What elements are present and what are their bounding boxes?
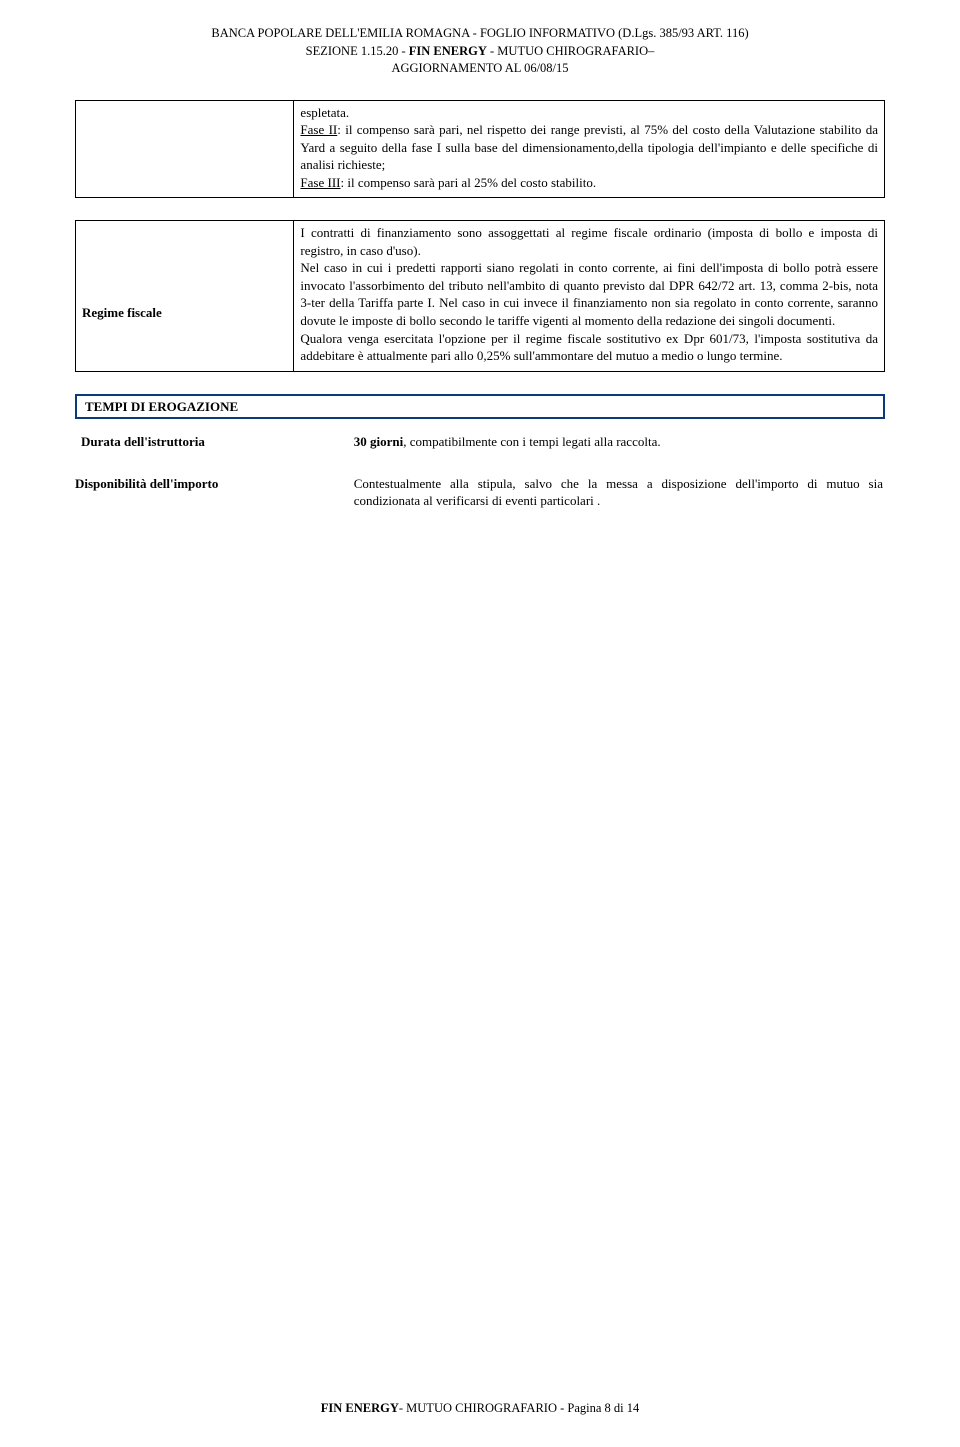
cell-left-regime: Regime fiscale (76, 221, 294, 371)
footer-bold: FIN ENERGY (321, 1401, 399, 1415)
cell-left-empty (76, 100, 294, 198)
header-suffix: - MUTUO CHIROGRAFARIO– (487, 44, 654, 58)
regime-p1: I contratti di finanziamento sono assogg… (300, 224, 878, 259)
cell-right-regime: I contratti di finanziamento sono assogg… (294, 221, 885, 371)
box-regime-fiscale: Regime fiscale I contratti di finanziame… (75, 220, 885, 371)
regime-p2: Nel caso in cui i predetti rapporti sian… (300, 259, 878, 329)
box-espletata: espletata. Fase II: il compenso sarà par… (75, 100, 885, 199)
durata-label-wrap: Durata dell'istruttoria (75, 433, 328, 465)
fase2-text: : il compenso sarà pari, nel rispetto de… (300, 122, 878, 172)
table-row: Regime fiscale I contratti di finanziame… (76, 221, 885, 371)
durata-content: 30 giorni, compatibilmente con i tempi l… (348, 433, 885, 451)
cell-right-espletata: espletata. Fase II: il compenso sarà par… (294, 100, 885, 198)
row-disponibilita: Disponibilità dell'importo Contestualmen… (75, 475, 885, 524)
header-line-2: SEZIONE 1.15.20 - FIN ENERGY - MUTUO CHI… (75, 43, 885, 61)
fase3-text: : il compenso sarà pari al 25% del costo… (341, 175, 597, 190)
fase2-paragraph: Fase II: il compenso sarà pari, nel risp… (300, 121, 878, 174)
regime-label: Regime fiscale (82, 224, 287, 322)
regime-p3: Qualora venga esercitata l'opzione per i… (300, 330, 878, 365)
durata-bold: 30 giorni (354, 434, 403, 449)
fase3-paragraph: Fase III: il compenso sarà pari al 25% d… (300, 174, 878, 192)
header-bold: FIN ENERGY (409, 44, 487, 58)
page-header: BANCA POPOLARE DELL'EMILIA ROMAGNA - FOG… (75, 25, 885, 78)
page-footer: FIN ENERGY- MUTUO CHIROGRAFARIO - Pagina… (0, 1400, 960, 1417)
intro-text: espletata. (300, 104, 878, 122)
row-durata: Durata dell'istruttoria 30 giorni, compa… (75, 433, 885, 465)
disp-label: Disponibilità dell'importo (75, 475, 328, 493)
table-row: espletata. Fase II: il compenso sarà par… (76, 100, 885, 198)
durata-label: Durata dell'istruttoria (75, 433, 328, 451)
page-container: BANCA POPOLARE DELL'EMILIA ROMAGNA - FOG… (0, 0, 960, 1447)
section-header-tempi: TEMPI DI EROGAZIONE (75, 394, 885, 420)
footer-text: - MUTUO CHIROGRAFARIO - Pagina 8 di 14 (399, 1401, 639, 1415)
disp-label-wrap: Disponibilità dell'importo (75, 475, 328, 524)
header-line-1: BANCA POPOLARE DELL'EMILIA ROMAGNA - FOG… (75, 25, 885, 43)
disp-content: Contestualmente alla stipula, salvo che … (348, 475, 885, 510)
header-line-3: AGGIORNAMENTO AL 06/08/15 (75, 60, 885, 78)
fase3-label: Fase III (300, 175, 340, 190)
fase2-label: Fase II (300, 122, 337, 137)
header-prefix: SEZIONE 1.15.20 - (306, 44, 409, 58)
durata-text: , compatibilmente con i tempi legati all… (403, 434, 660, 449)
